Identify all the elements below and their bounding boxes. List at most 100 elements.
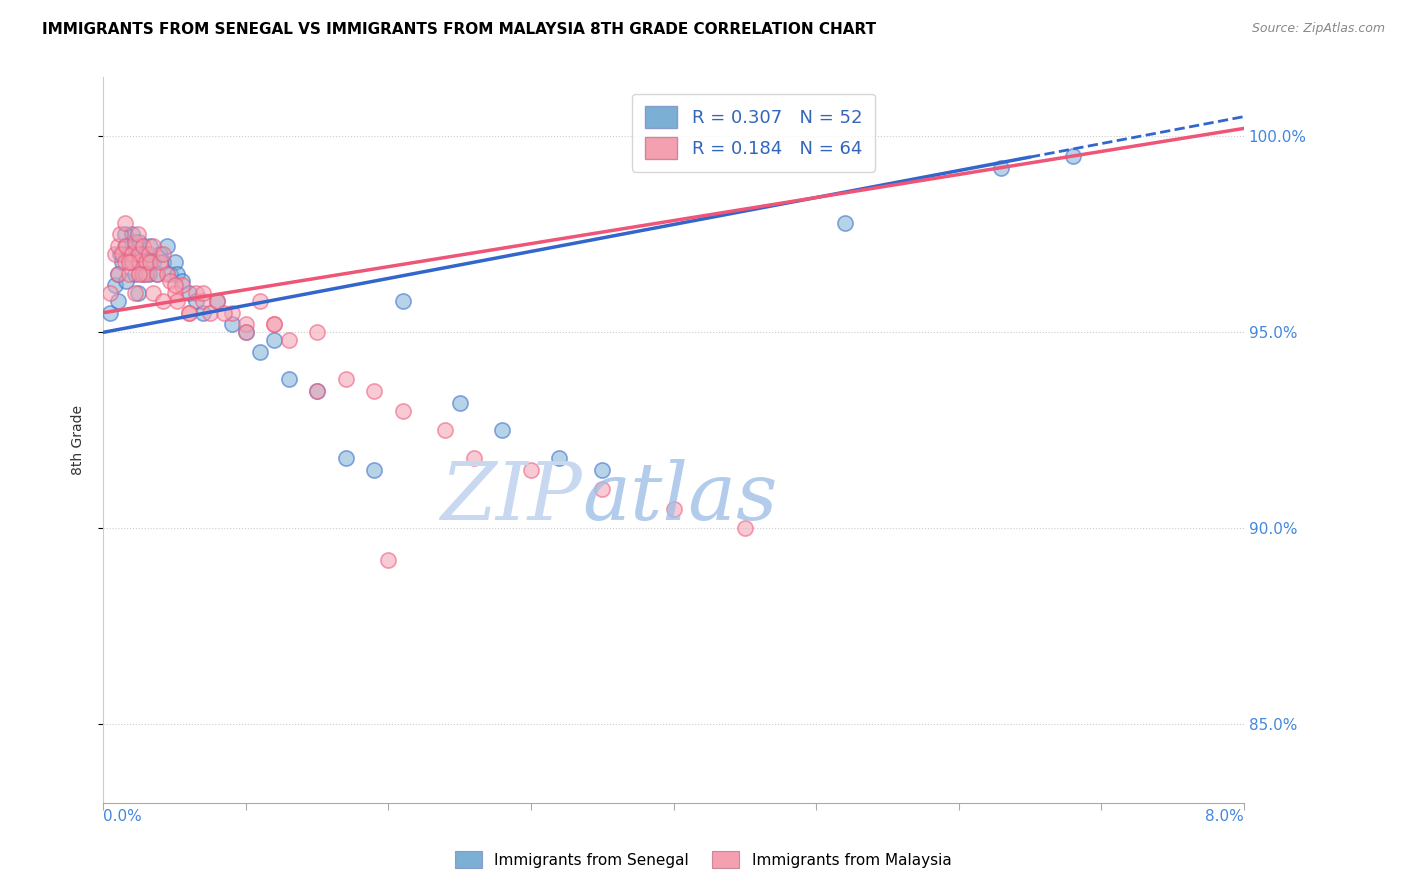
Point [163, 286, 186, 301]
Point [170, 278, 193, 293]
Point [184, 286, 207, 301]
Point [142, 254, 165, 268]
Point [177, 306, 200, 320]
Point [156, 267, 179, 281]
Point [118, 267, 141, 281]
Point [263, 333, 285, 347]
Point [149, 254, 172, 268]
Point [834, 215, 856, 229]
Point [434, 423, 457, 437]
Point [107, 293, 129, 308]
Point [114, 239, 136, 253]
Point [114, 215, 136, 229]
Point [214, 306, 236, 320]
Point [121, 227, 143, 242]
Point [177, 306, 200, 320]
Point [124, 239, 146, 253]
Y-axis label: 8th Grade: 8th Grade [72, 405, 86, 475]
Text: atlas: atlas [582, 459, 778, 537]
Point [132, 239, 155, 253]
Point [163, 254, 186, 268]
Point [221, 318, 243, 332]
Point [132, 267, 155, 281]
Point [121, 247, 143, 261]
Point [166, 293, 188, 308]
Point [662, 501, 685, 516]
Point [128, 254, 150, 268]
Point [235, 326, 257, 340]
Point [104, 278, 127, 293]
Point [177, 286, 200, 301]
Point [131, 247, 153, 261]
Point [377, 553, 399, 567]
Point [128, 267, 150, 281]
Point [110, 247, 132, 261]
Point [263, 318, 285, 332]
Point [107, 239, 129, 253]
Point [249, 345, 271, 359]
Legend: Immigrants from Senegal, Immigrants from Malaysia: Immigrants from Senegal, Immigrants from… [447, 844, 959, 875]
Point [335, 372, 357, 386]
Text: 8.0%: 8.0% [1205, 809, 1244, 824]
Point [1062, 149, 1084, 163]
Point [111, 247, 134, 261]
Point [449, 396, 471, 410]
Point [391, 403, 413, 417]
Point [146, 267, 169, 281]
Point [191, 306, 214, 320]
Point [139, 254, 162, 268]
Point [124, 235, 146, 249]
Point [124, 267, 146, 281]
Point [548, 450, 571, 465]
Point [207, 293, 229, 308]
Point [138, 267, 160, 281]
Point [110, 227, 132, 242]
Point [115, 274, 138, 288]
Point [138, 247, 160, 261]
Point [107, 267, 129, 281]
Point [335, 450, 357, 465]
Text: ZIP: ZIP [440, 459, 582, 537]
Point [124, 286, 146, 301]
Point [142, 286, 165, 301]
Point [127, 286, 149, 301]
Point [114, 254, 136, 268]
Point [131, 267, 153, 281]
Point [127, 227, 149, 242]
Point [221, 306, 243, 320]
Point [149, 247, 172, 261]
Point [591, 482, 613, 496]
Point [118, 254, 141, 268]
Point [990, 161, 1012, 175]
Point [100, 286, 122, 301]
Point [191, 293, 214, 308]
Point [104, 247, 127, 261]
Point [159, 267, 181, 281]
Point [135, 254, 157, 268]
Point [491, 423, 513, 437]
Point [591, 462, 613, 476]
Point [263, 318, 285, 332]
Point [734, 521, 756, 535]
Point [363, 384, 385, 399]
Point [249, 293, 271, 308]
Point [107, 267, 129, 281]
Point [200, 306, 222, 320]
Point [363, 462, 385, 476]
Text: IMMIGRANTS FROM SENEGAL VS IMMIGRANTS FROM MALAYSIA 8TH GRADE CORRELATION CHART: IMMIGRANTS FROM SENEGAL VS IMMIGRANTS FR… [42, 22, 876, 37]
Point [156, 239, 179, 253]
Point [307, 384, 329, 399]
Point [142, 239, 165, 253]
Point [277, 333, 299, 347]
Point [191, 286, 214, 301]
Point [152, 247, 174, 261]
Point [128, 235, 150, 249]
Point [307, 384, 329, 399]
Point [152, 254, 174, 268]
Point [463, 450, 485, 465]
Text: 0.0%: 0.0% [103, 809, 142, 824]
Point [118, 247, 141, 261]
Point [100, 306, 122, 320]
Legend: R = 0.307   N = 52, R = 0.184   N = 64: R = 0.307 N = 52, R = 0.184 N = 64 [633, 94, 875, 172]
Point [128, 254, 150, 268]
